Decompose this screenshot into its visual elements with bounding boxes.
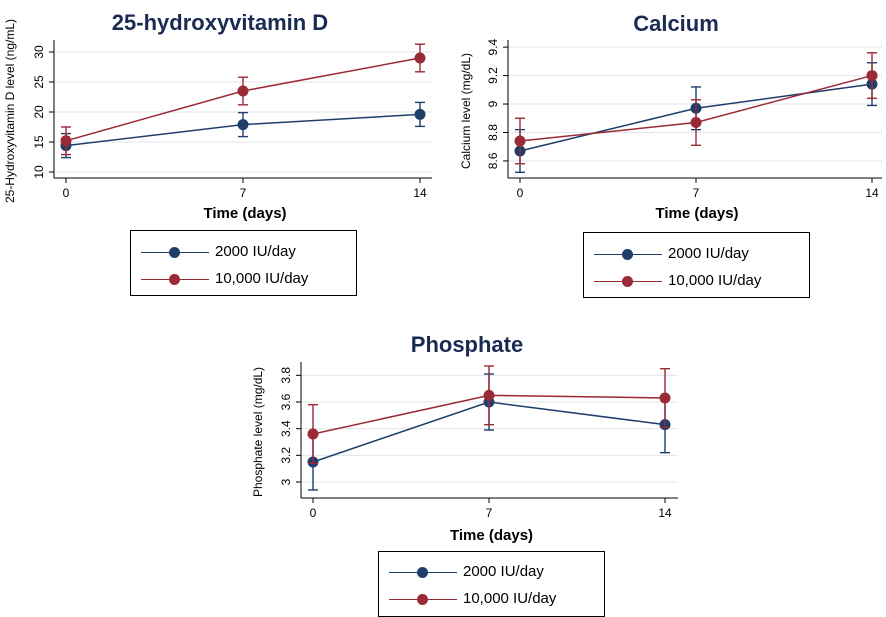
legend-line-2000 (141, 247, 209, 258)
y-tick-label: 25 (32, 75, 46, 89)
data-point-10000 (866, 70, 878, 82)
legend-marker-2000 (417, 567, 428, 578)
x-tick-label: 0 (63, 186, 70, 200)
series-10000 (60, 43, 426, 156)
legend-marker-10000 (622, 276, 633, 287)
legend-label-2000: 2000 IU/day (215, 243, 296, 260)
legend-line-10000 (594, 276, 662, 287)
y-tick-label: 3 (279, 478, 293, 485)
legend-line-2000 (594, 249, 662, 260)
y-tick-label: 9 (486, 100, 500, 107)
x-tick-label: 7 (693, 186, 700, 200)
legend-marker-10000 (169, 274, 180, 285)
legend-line-10000 (141, 274, 209, 285)
y-axis-label: 25-Hydroxyvitamin D level (ng/mL) (3, 19, 17, 203)
data-point-10000 (307, 428, 319, 440)
data-point-10000 (514, 135, 526, 147)
x-tick-label: 14 (865, 186, 879, 200)
chart-phosphate: Phosphate 3 3.2 3.4 3.6 3.8 0 7 14 Time (days) Pho… (251, 332, 678, 544)
legend-line-10000 (389, 594, 457, 605)
y-tick-label: 3.8 (279, 367, 293, 384)
legend-item-10000: 10,000 IU/day (379, 587, 604, 613)
x-tick-label: 0 (310, 506, 317, 520)
legend-line-2000 (389, 567, 457, 578)
legend-label-2000: 2000 IU/day (668, 245, 749, 262)
data-point-10000 (483, 389, 495, 401)
data-point-10000 (414, 52, 426, 64)
legend-calcium: 2000 IU/day 10,000 IU/day (583, 232, 810, 298)
data-point-10000 (659, 392, 671, 404)
legend-label-10000: 10,000 IU/day (463, 590, 557, 607)
x-tick-label: 14 (658, 506, 672, 520)
x-tick-label: 0 (517, 186, 524, 200)
y-tick-label: 9.2 (486, 67, 500, 84)
y-axis-label: Phosphate level (mg/dL) (251, 367, 265, 497)
x-tick-label: 7 (240, 186, 247, 200)
series-2000 (60, 101, 426, 159)
legend-item-2000: 2000 IU/day (584, 242, 809, 268)
series-10000 (514, 52, 878, 165)
x-axis-label: Time (days) (450, 527, 533, 544)
data-point-2000 (237, 119, 249, 131)
legend-label-2000: 2000 IU/day (463, 563, 544, 580)
series-10000 (307, 365, 671, 465)
legend-label-10000: 10,000 IU/day (215, 270, 309, 287)
x-tick-label: 7 (486, 506, 493, 520)
legend-item-2000: 2000 IU/day (131, 240, 356, 266)
chart-title: 25-hydroxyvitamin D (112, 10, 328, 35)
y-tick-label: 3.2 (279, 447, 293, 464)
legend-item-10000: 10,000 IU/day (584, 269, 809, 295)
data-point-2000 (414, 108, 426, 120)
y-axis-label: Calcium level (mg/dL) (459, 53, 473, 169)
data-point-10000 (690, 117, 702, 129)
y-tick-label: 8.6 (486, 152, 500, 169)
legend-vitamin-d: 2000 IU/day 10,000 IU/day (130, 230, 357, 296)
legend-marker-2000 (169, 247, 180, 258)
legend-item-10000: 10,000 IU/day (131, 267, 356, 293)
chart-calcium: Calcium 8.6 8.8 9 9.2 9.4 0 7 14 Time (days) Calci… (459, 11, 882, 222)
data-point-10000 (237, 85, 249, 97)
y-tick-label: 8.8 (486, 124, 500, 141)
y-tick-label: 9.4 (486, 38, 500, 55)
y-tick-label: 15 (32, 135, 46, 149)
x-axis-label: Time (days) (203, 205, 286, 222)
x-axis-label: Time (days) (655, 205, 738, 222)
data-point-10000 (60, 135, 72, 147)
y-tick-label: 3.4 (279, 420, 293, 437)
y-tick-label: 20 (32, 105, 46, 119)
chart-vitd: 25-hydroxyvitamin D 10 15 20 25 30 0 7 14 Time (d… (3, 10, 432, 222)
y-tick-label: 30 (32, 45, 46, 59)
chart-title: Phosphate (411, 332, 523, 357)
x-tick-label: 14 (413, 186, 427, 200)
y-tick-label: 3.6 (279, 393, 293, 410)
legend-label-10000: 10,000 IU/day (668, 272, 762, 289)
legend-marker-2000 (622, 249, 633, 260)
chart-title: Calcium (633, 11, 719, 36)
legend-item-2000: 2000 IU/day (379, 560, 604, 586)
legend-phosphate: 2000 IU/day 10,000 IU/day (378, 551, 605, 617)
y-tick-label: 10 (32, 165, 46, 179)
legend-marker-10000 (417, 594, 428, 605)
